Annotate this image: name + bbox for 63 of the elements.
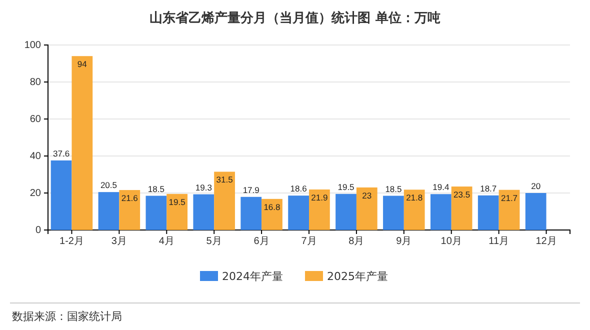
data-label: 37.6	[53, 148, 70, 158]
data-label: 19.5	[168, 196, 186, 207]
legend-label: 2025年产量	[327, 270, 388, 283]
bar	[288, 196, 309, 230]
bar	[525, 193, 546, 230]
source-note: 数据来源：国家统计局	[12, 310, 122, 323]
y-tick-label: 0	[35, 225, 42, 236]
bar	[240, 196, 262, 230]
data-label: 21.6	[121, 193, 138, 204]
x-tick-label: 11月	[488, 236, 510, 248]
bar	[383, 196, 404, 230]
bar	[72, 56, 93, 230]
x-tick-label: 4月	[158, 236, 174, 248]
data-label: 21.9	[311, 192, 328, 202]
x-tick-label: 3月	[111, 236, 127, 248]
x-tick-label: 1-2月	[60, 236, 84, 248]
bar	[336, 194, 356, 230]
data-label: 19.3	[195, 182, 212, 192]
bar	[146, 196, 167, 230]
bar	[119, 190, 140, 230]
y-tick-label: 60	[30, 114, 42, 126]
data-label: 18.5	[385, 184, 402, 194]
data-label: 19.4	[432, 182, 450, 192]
bar	[451, 186, 472, 230]
bar	[193, 194, 214, 230]
bar	[262, 198, 282, 230]
data-label: 16.8	[264, 202, 281, 212]
x-tick-label: 5月	[206, 236, 222, 248]
x-tick-label: 10月	[440, 236, 462, 248]
x-tick-label: 6月	[254, 236, 270, 248]
data-label: 18.5	[148, 184, 165, 194]
bar	[356, 187, 378, 230]
bar	[98, 192, 120, 230]
bar	[50, 160, 72, 230]
y-tick-label: 100	[24, 40, 42, 52]
data-label: 19.5	[338, 182, 355, 192]
y-tick-label: 20	[30, 188, 42, 200]
bar	[498, 190, 520, 230]
bar	[166, 194, 188, 230]
data-label: 20	[531, 181, 541, 191]
data-label: 21.8	[406, 192, 423, 203]
chart-title: 山东省乙烯产量分月（当月值）统计图 单位：万吨	[150, 10, 440, 26]
x-tick-label: 8月	[348, 236, 364, 248]
x-tick-label: 12月	[536, 236, 557, 248]
bar	[309, 189, 330, 230]
data-label: 18.6	[290, 184, 308, 194]
x-tick-label: 9月	[396, 236, 412, 248]
x-tick-label: 7月	[301, 236, 317, 248]
bar	[404, 190, 425, 230]
bar	[430, 194, 452, 230]
data-label: 21.7	[500, 192, 518, 203]
bar	[214, 172, 235, 230]
data-label: 94	[77, 59, 88, 70]
data-label: 31.5	[216, 174, 234, 185]
data-label: 23.5	[454, 190, 470, 200]
bar	[478, 195, 499, 230]
y-tick-label: 40	[30, 151, 42, 162]
legend-label: 2024年产量	[222, 270, 283, 283]
data-label: 20.5	[100, 180, 118, 190]
y-tick-label: 80	[30, 77, 42, 88]
data-label: 17.9	[242, 184, 260, 195]
data-label: 18.7	[480, 183, 497, 194]
data-label: 23	[362, 190, 372, 200]
